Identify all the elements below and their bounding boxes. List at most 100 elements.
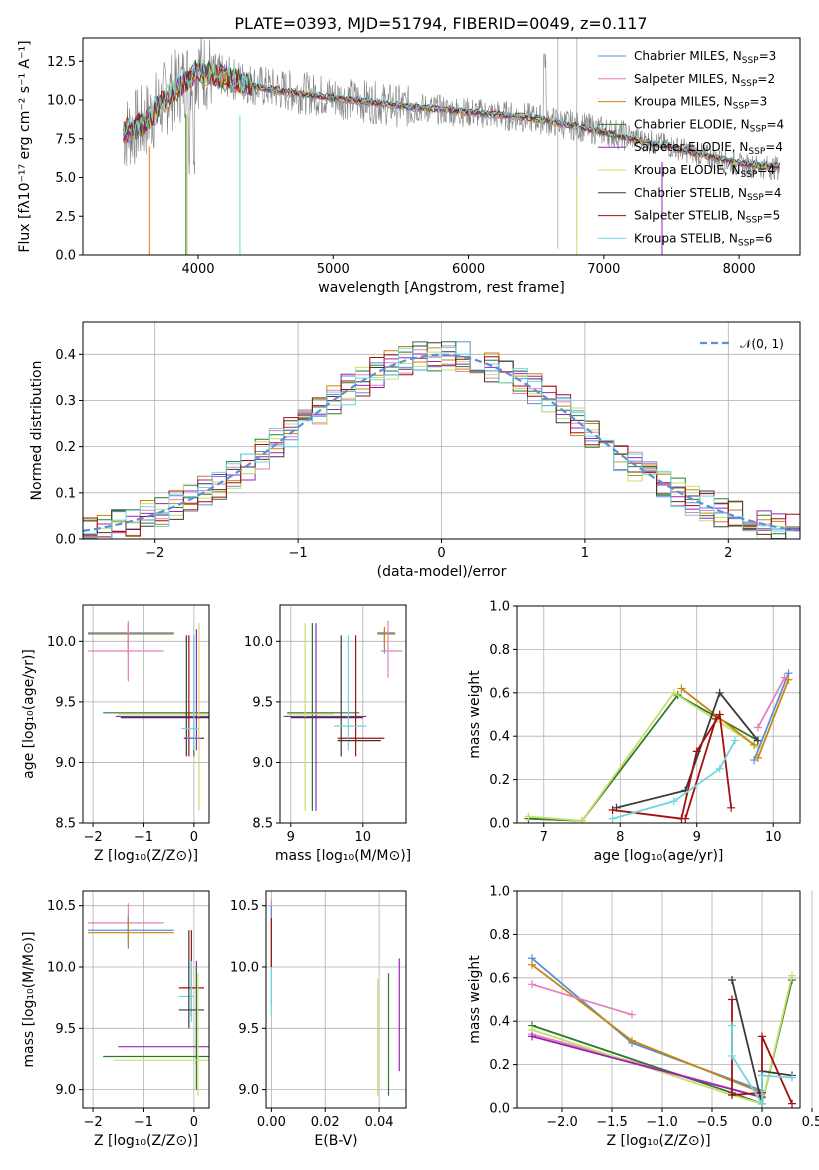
mass-weight-marker — [628, 1010, 636, 1019]
mass-weight-line — [757, 677, 786, 728]
mass-weight-marker — [728, 1021, 736, 1030]
legend-entry: Chabrier ELODIE, NSSP=4 — [634, 117, 784, 134]
x-axis-label: Z [log₁₀(Z/Z⊙)] — [94, 1133, 198, 1149]
mass-weight-marker — [528, 980, 536, 989]
legend-sub: SSP — [748, 147, 765, 157]
axes-frame — [82, 37, 801, 256]
axes-frame — [279, 604, 407, 824]
mass-weight-marker — [728, 975, 736, 984]
x-tick-label: 0.02 — [311, 1115, 340, 1130]
x-tick-label: 5000 — [317, 262, 350, 277]
mass-weight-marker — [788, 1099, 796, 1108]
mass-weight-marker — [692, 747, 701, 756]
mass-weight-age-plot — [524, 669, 793, 823]
legend-label: Chabrier ELODIE, N — [634, 117, 750, 131]
axes-frame — [82, 890, 210, 1109]
axes-spectrum: 4000 5000 6000 7000 8000 0.0 2.5 5.0 7.5 10.0 12.5… — [17, 37, 801, 296]
y-tick-label: 0.2 — [55, 440, 76, 455]
legend-suffix: =3 — [750, 95, 768, 109]
residual-histogram — [83, 351, 800, 539]
y-tick-label: 0.8 — [489, 643, 510, 658]
legend-sub: SSP — [733, 102, 750, 112]
mass-weight-line — [531, 1035, 763, 1099]
legend-sub: SSP — [746, 216, 763, 226]
legend-label: Salpeter ELODIE, N — [634, 140, 748, 154]
mass-weight-marker — [753, 753, 762, 762]
axes-frame — [516, 890, 801, 1109]
x-tick-label: 9 — [693, 830, 701, 845]
y-tick-label: 8.5 — [252, 817, 273, 832]
y-tick-label: 9.0 — [238, 1083, 259, 1098]
axes-mass-vs-Z: −2 −1 0 9.0 9.5 10.0 10.5 Z [log₁₀(Z/Z⊙)] mass [… — [21, 890, 210, 1149]
mass-weight-marker — [730, 736, 739, 745]
x-tick-label: −1.5 — [596, 1115, 628, 1130]
y-tick-label: 0.4 — [55, 348, 76, 363]
y-tick-label: 9.0 — [55, 756, 76, 771]
x-tick-label: 0 — [190, 1115, 198, 1130]
legend-sub: SSP — [738, 238, 755, 248]
axes-frame — [82, 321, 801, 540]
mass-weight-marker — [780, 673, 789, 682]
y-tick-label: 0.6 — [489, 971, 510, 986]
mass-weight-marker — [524, 812, 533, 821]
x-tick-label: −2 — [83, 1115, 102, 1130]
y-tick-label: 0.0 — [489, 1102, 510, 1117]
mass-weight-z-plot — [528, 954, 796, 1108]
mass-weight-marker — [608, 805, 617, 814]
y-tick-label: 0.8 — [489, 928, 510, 943]
x-axis-label: age [log₁₀(age/yr)] — [594, 848, 724, 864]
y-tick-label: 9.0 — [55, 1083, 76, 1098]
y-tick-label: 9.5 — [55, 1022, 76, 1037]
mass-weight-marker — [715, 688, 724, 697]
mass-weight-marker — [578, 816, 587, 823]
y-axis-label: mass weight — [467, 670, 483, 759]
x-tick-label: 0.0 — [752, 1115, 773, 1130]
y-tick-label: 0.1 — [55, 486, 76, 501]
x-tick-label: 4000 — [181, 262, 214, 277]
y-axis-label: Normed distribution — [29, 361, 45, 501]
mass-weight-line — [531, 983, 633, 1016]
legend-entry: Salpeter STELIB, NSSP=5 — [634, 209, 780, 226]
mass-weight-marker — [669, 797, 678, 806]
legend-suffix: =4 — [766, 117, 784, 131]
y-tick-label: 1.0 — [489, 600, 510, 615]
legend-label: Salpeter MILES, N — [634, 72, 741, 86]
legend-suffix: =3 — [759, 49, 777, 63]
legend-label: Chabrier MILES, N — [634, 49, 742, 63]
mass-weight-marker — [758, 1099, 766, 1108]
y-tick-label: 0.2 — [489, 1058, 510, 1073]
y-axis-label: mass [log₁₀(M/M⊙)] — [21, 931, 37, 1067]
x-tick-label: 8000 — [723, 262, 756, 277]
mass-weight-line — [612, 740, 736, 820]
model-spectrum-line — [123, 60, 781, 168]
mass-weight-line — [531, 964, 763, 1094]
y-tick-label: 0.2 — [489, 773, 510, 788]
mass-z-plot — [88, 903, 209, 1096]
mass-weight-marker — [753, 723, 762, 732]
mass-ebv-plot — [270, 899, 400, 1096]
x-tick-label: 0 — [190, 830, 198, 845]
mass-weight-marker — [728, 995, 736, 1004]
mass-weight-marker — [758, 1071, 766, 1080]
x-tick-label: 7 — [540, 830, 548, 845]
x-tick-label: −2 — [145, 546, 164, 561]
mass-weight-marker — [608, 814, 617, 823]
y-tick-label: 1.0 — [489, 885, 510, 900]
axes-residuals: −2 −1 0 1 2 0.0 0.1 0.2 0.3 0.4 (data-model)/error… — [29, 321, 801, 580]
legend-label: Salpeter STELIB, N — [634, 209, 746, 223]
legend-suffix: =4 — [765, 140, 783, 154]
mass-weight-marker — [715, 764, 724, 773]
y-tick-label: 0.0 — [55, 249, 76, 264]
x-tick-label: −1 — [134, 830, 153, 845]
legend-entry: Salpeter ELODIE, NSSP=4 — [634, 140, 783, 157]
y-tick-label: 9.5 — [55, 695, 76, 710]
legend-sub: SSP — [742, 56, 759, 66]
mass-weight-marker — [750, 756, 759, 765]
age-z-plot — [88, 620, 209, 811]
axes-mass-vs-ebv: 0.00 0.02 0.04 9.0 9.5 10.0 10.5 E(B-V) — [230, 890, 407, 1149]
model-spectrum-line — [123, 62, 781, 168]
x-tick-label: −1 — [134, 1115, 153, 1130]
x-tick-label: 8 — [616, 830, 624, 845]
